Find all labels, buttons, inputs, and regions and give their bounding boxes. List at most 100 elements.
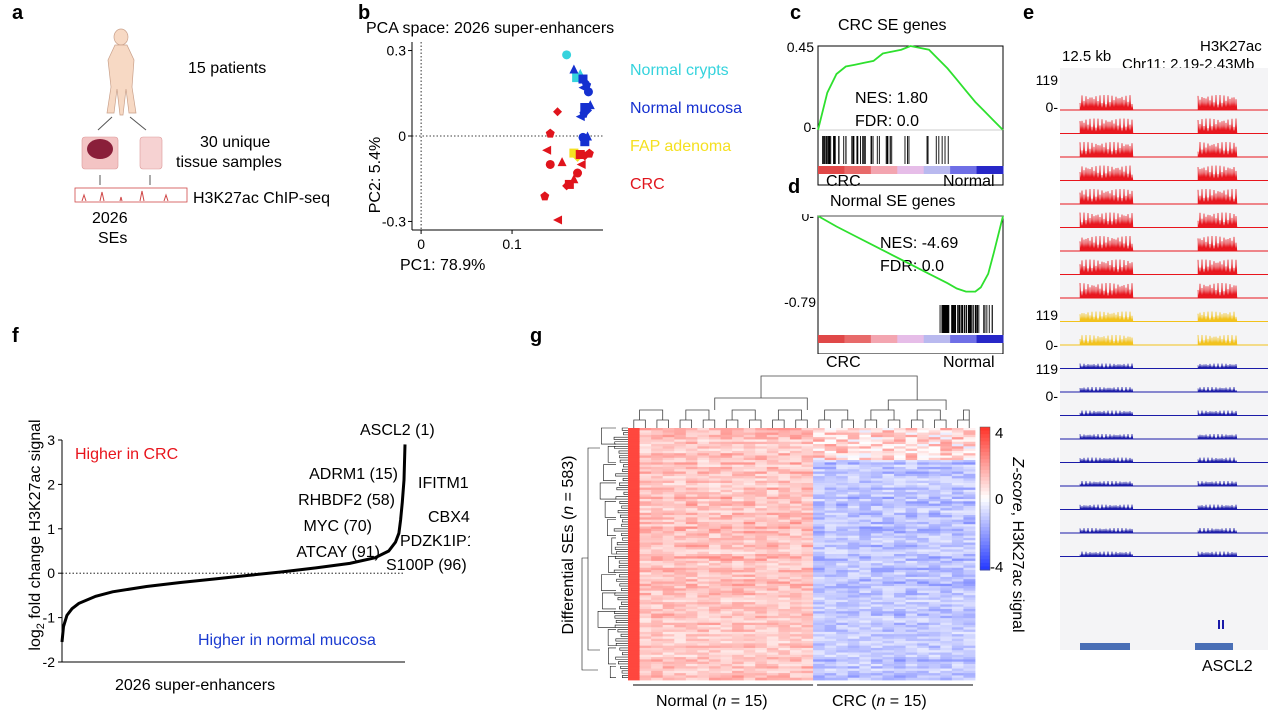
heatmap-cell xyxy=(824,611,837,614)
heatmap-cell xyxy=(813,595,826,598)
heatmap-cell xyxy=(882,631,895,635)
heatmap-cell xyxy=(674,503,687,507)
heatmap-cell xyxy=(824,535,837,539)
heatmap-cell xyxy=(789,645,802,649)
heatmap-cell xyxy=(836,590,849,594)
heatmap-cell xyxy=(755,428,768,431)
heatmap-cell xyxy=(662,560,675,564)
heatmap-cell xyxy=(755,622,768,626)
heatmap-cell xyxy=(940,469,953,472)
heatmap-cell xyxy=(720,675,733,679)
heatmap-cell xyxy=(824,492,837,495)
heatmap-cell xyxy=(870,462,883,466)
heatmap-cell xyxy=(882,524,895,527)
heatmap-cell xyxy=(836,510,849,514)
heatmap-cell xyxy=(639,489,652,493)
heatmap-cell xyxy=(859,462,872,466)
heatmap-cell xyxy=(917,444,930,447)
heatmap-cell xyxy=(859,448,872,452)
heatmap-cell xyxy=(859,574,872,578)
heatmap-cell xyxy=(813,508,826,511)
heatmap-cell xyxy=(894,549,906,553)
heatmap-cell xyxy=(801,622,814,626)
heatmap-cell xyxy=(917,629,930,633)
heatmap-cell xyxy=(859,515,872,518)
row-dendro-branch xyxy=(617,629,628,633)
heatmap-cell xyxy=(870,638,883,642)
colorbar-segment xyxy=(980,555,990,560)
heatmap-cell xyxy=(813,659,826,663)
heatmap-cell xyxy=(651,478,664,482)
heatmap-cell xyxy=(697,615,710,619)
heatmap-cell xyxy=(801,558,814,562)
heatmap-cell xyxy=(847,482,860,486)
heatmap-cell xyxy=(674,666,687,669)
heatmap-cell xyxy=(697,652,710,656)
heatmap-cell xyxy=(743,512,756,516)
ses-count: 2026 xyxy=(92,210,128,227)
heatmap-cell xyxy=(743,645,756,649)
heatmap-cell xyxy=(940,441,953,445)
heatmap-cell xyxy=(963,542,976,546)
heatmap-cell xyxy=(928,510,941,514)
heatmap-cell xyxy=(940,535,953,539)
heatmap-cell xyxy=(928,668,941,672)
heatmap-cell xyxy=(789,579,802,582)
heatmap-cell xyxy=(870,627,883,630)
heatmap-cell xyxy=(708,650,721,653)
heatmap-cell xyxy=(778,441,791,445)
hm-cbar-min: -4 xyxy=(990,559,1003,576)
heatmap-cell xyxy=(651,579,664,582)
heatmap-cell xyxy=(905,540,918,543)
heatmap-cell xyxy=(882,457,895,461)
heatmap-cell xyxy=(963,631,976,635)
heatmap-cell xyxy=(732,519,745,523)
heatmap-cell xyxy=(963,558,976,562)
heatmap-cell xyxy=(870,622,883,626)
heatmap-cell xyxy=(732,620,745,624)
heatmap-cell xyxy=(674,618,687,621)
heatmap-cell xyxy=(928,460,941,463)
heatmap-cell xyxy=(813,638,826,642)
heatmap-cell xyxy=(894,542,906,546)
heatmap-cell xyxy=(639,441,652,445)
row-dendro-branch xyxy=(619,455,628,459)
heatmap-cell xyxy=(882,540,895,543)
heatmap-cell xyxy=(628,430,640,433)
track-scale-tick: 0- xyxy=(1046,388,1059,404)
heatmap-cell xyxy=(708,659,721,663)
heatmap-cell xyxy=(697,661,710,665)
row-dendro-branch xyxy=(614,624,628,628)
heatmap-cell xyxy=(651,492,664,495)
heatmap-cell xyxy=(651,533,664,537)
heatmap-cell xyxy=(755,444,768,447)
heatmap-cell xyxy=(905,455,918,459)
heatmap-cell xyxy=(766,540,779,543)
heatmap-cell xyxy=(766,556,779,559)
heatmap-cell xyxy=(928,531,941,534)
heatmap-cell xyxy=(963,531,976,534)
heatmap-cell xyxy=(766,508,779,511)
heatmap-cell xyxy=(628,549,640,553)
heatmap-cell xyxy=(801,563,814,566)
heatmap-cell xyxy=(951,638,964,642)
heatmap-cell xyxy=(801,517,814,521)
heatmap-cell xyxy=(940,597,953,601)
heatmap-cell xyxy=(917,526,930,530)
heatmap-cell xyxy=(720,444,733,447)
heatmap-cell xyxy=(674,531,687,534)
heatmap-cell xyxy=(674,567,687,571)
heatmap-cell xyxy=(859,563,872,566)
colorbar-segment xyxy=(980,477,990,482)
heatmap-cell xyxy=(894,471,906,475)
dendro-branch xyxy=(639,409,664,420)
heatmap-cell xyxy=(755,604,768,608)
heatmap-cell xyxy=(685,590,698,594)
heatmap-cell xyxy=(917,524,930,527)
heatmap-cell xyxy=(951,668,964,672)
heatmap-cell xyxy=(662,645,675,649)
heatmap-cell xyxy=(824,462,837,466)
heatmap-cell xyxy=(697,540,710,543)
heatmap-cell xyxy=(870,618,883,621)
heatmap-cell xyxy=(951,654,964,658)
